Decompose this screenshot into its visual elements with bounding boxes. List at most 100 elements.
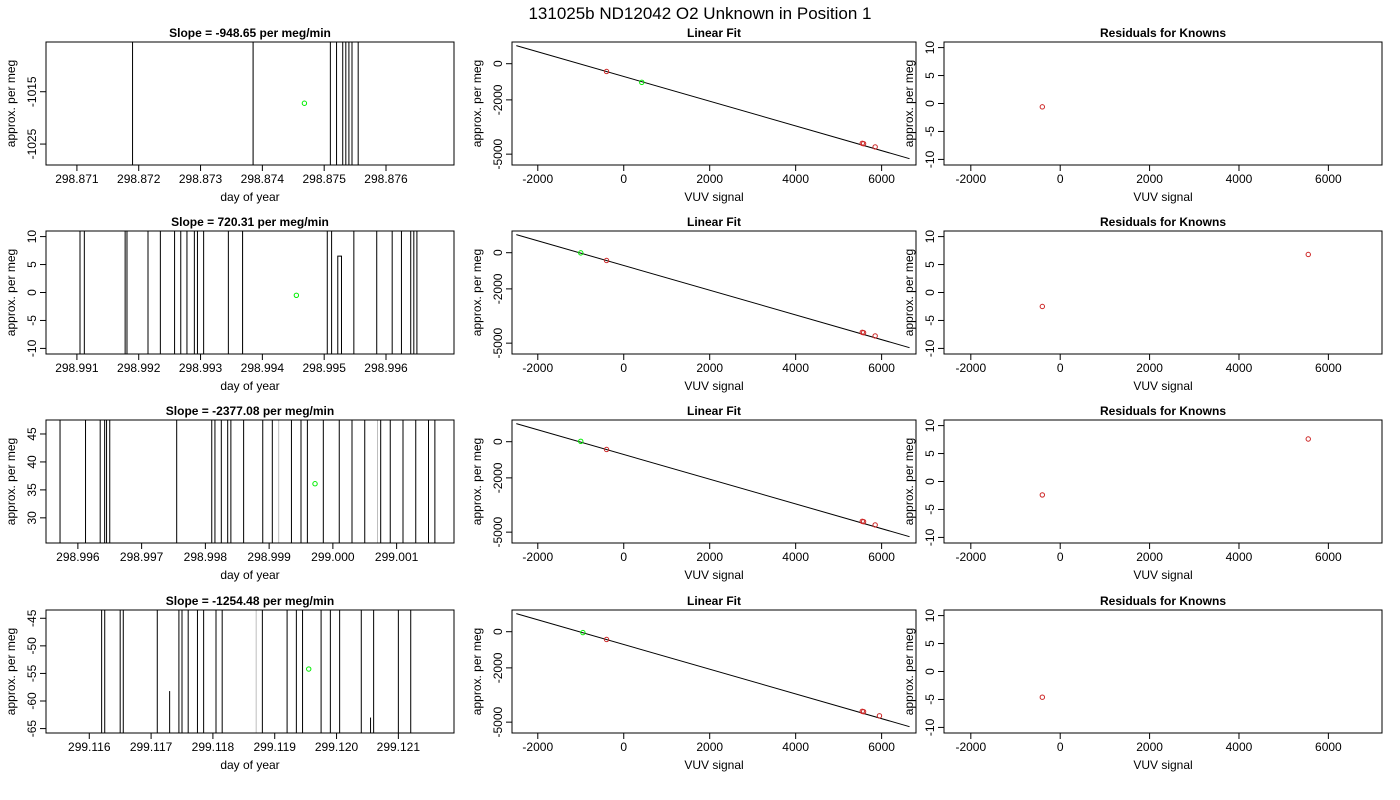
y-tick-label: -1015 xyxy=(25,76,39,107)
chart-panel-r0-c2: Residuals for Knowns -2000 0 2000 4000 6000 10… xyxy=(902,26,1383,204)
x-tick-label: 299.000 xyxy=(311,550,355,564)
y-tick-label: 40 xyxy=(25,455,39,469)
x-tick-label: 298.994 xyxy=(241,361,285,375)
plot-area xyxy=(516,45,910,160)
x-axis-label: day of year xyxy=(220,568,279,582)
x-tick-label: 6000 xyxy=(1315,550,1342,564)
plot-frame xyxy=(511,419,917,544)
plot-frame xyxy=(943,230,1383,355)
fit-line xyxy=(516,45,910,160)
y-axis-label: approx. per meg xyxy=(902,60,916,147)
y-tick-label: -50 xyxy=(25,637,39,655)
y-tick-label: -5000 xyxy=(491,138,505,169)
x-tick-label: 2000 xyxy=(696,172,723,186)
plot-frame xyxy=(45,230,455,355)
x-tick-label: 299.118 xyxy=(192,740,235,754)
y-axis-label: approx. per meg xyxy=(902,628,916,715)
y-axis-label: approx. per meg xyxy=(4,60,18,147)
y-tick-label: -2000 xyxy=(491,462,505,493)
panel-title: Residuals for Knowns xyxy=(1100,594,1226,608)
plot-frame xyxy=(511,609,917,734)
signal-trace xyxy=(132,42,359,165)
y-tick-label: -10 xyxy=(923,150,937,168)
x-tick-label: 298.996 xyxy=(56,550,100,564)
known-point xyxy=(860,140,867,147)
y-axis-label: approx. per meg xyxy=(470,249,484,336)
x-tick-label: 4000 xyxy=(1226,361,1253,375)
x-tick-label: 2000 xyxy=(696,361,723,375)
x-tick-label: 6000 xyxy=(1315,740,1342,754)
y-tick-label: -2000 xyxy=(491,652,505,683)
x-tick-label: 298.996 xyxy=(364,361,408,375)
plot-frame xyxy=(511,41,917,166)
y-tick-label: -55 xyxy=(25,664,39,682)
residual-point xyxy=(1039,104,1046,110)
panel-title: Linear Fit xyxy=(687,215,741,229)
x-tick-label: -2000 xyxy=(522,361,553,375)
x-tick-label: 298.876 xyxy=(364,172,408,186)
y-tick-label: 5 xyxy=(923,450,937,457)
unknown-mean-point xyxy=(301,100,308,106)
x-tick-label: -2000 xyxy=(522,550,553,564)
known-point xyxy=(603,257,610,264)
y-tick-label: 10 xyxy=(923,609,937,623)
x-tick-label: 299.001 xyxy=(375,550,419,564)
y-tick-label: 0 xyxy=(491,249,505,256)
x-tick-label: 298.998 xyxy=(184,550,228,564)
y-axis-label: approx. per meg xyxy=(470,60,484,147)
panel-title: Linear Fit xyxy=(687,594,741,608)
plot-frame xyxy=(45,419,455,544)
plot-area xyxy=(1039,436,1311,498)
plot-frame xyxy=(45,609,455,734)
x-tick-label: 0 xyxy=(620,550,627,564)
x-axis-label: VUV signal xyxy=(1133,379,1192,393)
x-tick-label: 4000 xyxy=(1226,172,1253,186)
x-tick-label: 2000 xyxy=(1136,361,1163,375)
x-tick-label: 299.119 xyxy=(253,740,296,754)
x-axis-label: VUV signal xyxy=(684,190,743,204)
x-tick-label: 298.999 xyxy=(247,550,291,564)
x-tick-label: 6000 xyxy=(1315,361,1342,375)
y-tick-label: 45 xyxy=(25,427,39,441)
x-tick-label: 4000 xyxy=(1226,740,1253,754)
x-tick-label: 298.991 xyxy=(55,361,99,375)
x-axis-label: VUV signal xyxy=(1133,758,1192,772)
x-tick-label: 2000 xyxy=(1136,550,1163,564)
x-tick-label: 6000 xyxy=(868,361,895,375)
x-tick-label: 6000 xyxy=(1315,172,1342,186)
y-axis-label: approx. per meg xyxy=(470,438,484,525)
x-tick-label: 2000 xyxy=(696,740,723,754)
unknown-mean-point xyxy=(312,481,318,487)
x-tick-label: 298.874 xyxy=(241,172,285,186)
chart-panel-r2-c0: Slope = -2377.08 per meg/min 298.996 298.9… xyxy=(4,404,455,582)
x-tick-label: 299.121 xyxy=(377,740,421,754)
x-tick-label: 0 xyxy=(620,740,627,754)
chart-panel-r2-c2: Residuals for Knowns -2000 0 2000 4000 6000 10… xyxy=(902,404,1383,582)
y-tick-label: -5 xyxy=(923,694,937,705)
panel-title: Linear Fit xyxy=(687,26,741,40)
chart-panel-r3-c0: Slope = -1254.48 per meg/min 299.116 299.1… xyxy=(4,594,455,772)
plot-area xyxy=(1039,251,1311,310)
x-tick-label: 6000 xyxy=(868,172,895,186)
panel-title: Slope = 720.31 per meg/min xyxy=(171,215,329,229)
plot-area xyxy=(516,234,910,349)
chart-panel-r1-c2: Residuals for Knowns -2000 0 2000 4000 6000 10… xyxy=(902,215,1383,393)
x-tick-label: 299.117 xyxy=(130,740,173,754)
known-point xyxy=(876,713,883,719)
panel-title: Residuals for Knowns xyxy=(1100,404,1226,418)
x-tick-label: 0 xyxy=(620,172,627,186)
known-point xyxy=(872,522,878,528)
x-tick-label: 298.872 xyxy=(117,172,161,186)
plot-area xyxy=(59,420,436,543)
x-axis-label: VUV signal xyxy=(1133,568,1192,582)
y-tick-label: -5 xyxy=(923,126,937,137)
y-tick-label: 5 xyxy=(923,640,937,647)
y-tick-label: -5000 xyxy=(491,516,505,547)
x-tick-label: 4000 xyxy=(782,550,809,564)
y-tick-label: 10 xyxy=(923,230,937,244)
y-tick-label: 0 xyxy=(491,438,505,445)
y-tick-label: -60 xyxy=(25,692,39,710)
x-tick-label: 0 xyxy=(1057,550,1064,564)
y-tick-label: -10 xyxy=(923,718,937,736)
plot-area xyxy=(516,613,910,728)
